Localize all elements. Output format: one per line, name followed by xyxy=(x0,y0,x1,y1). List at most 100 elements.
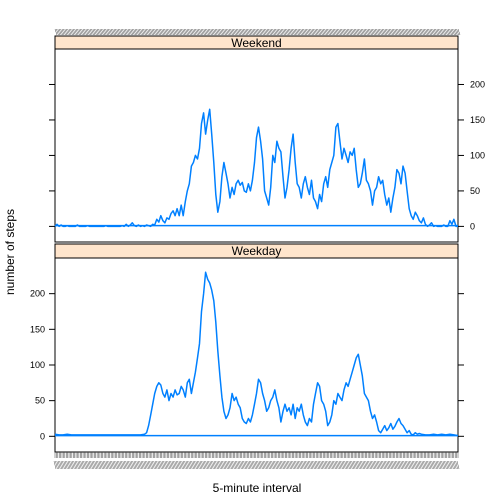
x-tick-label-glyph xyxy=(230,460,234,470)
x-tick-label-glyph xyxy=(66,460,69,470)
x-tick-top xyxy=(290,28,294,36)
x-tick-top xyxy=(315,28,319,36)
x-tick-label-glyph xyxy=(434,460,437,470)
x-tick-top xyxy=(102,28,105,36)
x-tick-label-glyph xyxy=(357,460,360,470)
x-tick-label-glyph xyxy=(116,460,120,470)
x-tick-label-glyph xyxy=(191,460,194,470)
x-tick-top xyxy=(147,28,150,36)
x-tick-top xyxy=(417,28,420,36)
x-tick-top xyxy=(241,28,244,36)
x-tick-top xyxy=(205,28,208,36)
x-tick-top xyxy=(101,28,104,36)
x-tick-top xyxy=(366,28,369,36)
x-tick-label-glyph xyxy=(188,460,192,470)
x-tick-top xyxy=(338,28,341,36)
x-tick-top xyxy=(189,28,193,36)
x-tick-label-glyph xyxy=(180,460,183,470)
x-tick-label-glyph xyxy=(174,460,178,470)
x-tick-label-glyph xyxy=(361,460,364,470)
x-tick-top xyxy=(362,28,365,36)
x-tick-top xyxy=(273,28,277,36)
x-tick-label-glyph xyxy=(135,460,138,470)
y-tick-label-weekday: 50 xyxy=(35,396,45,406)
x-tick-top xyxy=(287,28,291,36)
x-tick-label-glyph xyxy=(195,460,199,470)
x-tick-top xyxy=(261,28,264,36)
x-tick-label-glyph xyxy=(362,460,366,470)
x-tick-top xyxy=(162,28,166,36)
x-tick-top xyxy=(318,28,322,36)
x-tick-top xyxy=(200,28,204,36)
x-tick-label-glyph xyxy=(130,460,134,470)
x-tick-label-glyph xyxy=(178,460,182,470)
x-tick-label-glyph xyxy=(175,460,179,470)
x-tick-top xyxy=(272,28,275,36)
x-tick-label-glyph xyxy=(222,460,225,470)
x-tick-top xyxy=(176,28,180,36)
x-tick-label-glyph xyxy=(209,460,213,470)
x-tick-top xyxy=(386,28,389,36)
x-tick-label-glyph xyxy=(136,460,140,470)
x-tick-top xyxy=(348,28,351,36)
x-tick-label-glyph xyxy=(53,460,57,470)
x-tick-label-glyph xyxy=(341,460,345,470)
x-tick-label-glyph xyxy=(448,460,451,470)
x-tick-label-glyph xyxy=(376,460,380,470)
x-tick-top xyxy=(133,28,136,36)
x-tick-label-glyph xyxy=(442,460,446,470)
x-tick-label-glyph xyxy=(104,460,107,470)
x-tick-top xyxy=(321,28,325,36)
x-tick-top xyxy=(84,28,87,36)
x-tick-label-glyph xyxy=(237,460,241,470)
x-tick-top xyxy=(167,28,170,36)
x-tick-top xyxy=(157,28,160,36)
x-tick-top xyxy=(410,28,413,36)
x-tick-top xyxy=(81,28,84,36)
x-tick-top xyxy=(127,28,131,36)
x-tick-label-glyph xyxy=(102,460,106,470)
x-tick-label-glyph xyxy=(394,460,398,470)
x-tick-label-glyph xyxy=(334,460,338,470)
x-tick-top xyxy=(300,28,303,36)
x-tick-label-glyph xyxy=(380,460,384,470)
x-tick-top xyxy=(175,28,178,36)
x-tick-label-glyph xyxy=(445,460,449,470)
x-tick-top xyxy=(422,28,426,36)
panel-weekday: Weekday 0 50 100 150 200 xyxy=(30,243,464,453)
x-tick-top xyxy=(80,28,83,36)
x-tick-top xyxy=(247,28,250,36)
x-tick-top xyxy=(388,28,392,36)
x-tick-label-glyph xyxy=(403,460,406,470)
x-tick-label-glyph xyxy=(423,460,426,470)
x-tick-top xyxy=(242,28,246,36)
x-tick-top xyxy=(360,28,364,36)
x-tick-label-glyph xyxy=(125,460,128,470)
x-tick-top xyxy=(223,28,226,36)
x-tick-label-glyph xyxy=(337,460,340,470)
x-tick-top xyxy=(342,28,346,36)
x-tick-top xyxy=(172,28,176,36)
x-tick-top xyxy=(155,28,159,36)
x-tick-top xyxy=(254,28,257,36)
x-tick-top xyxy=(398,28,402,36)
x-tick-top xyxy=(407,28,410,36)
x-tick-label-glyph xyxy=(350,460,353,470)
x-tick-label-glyph xyxy=(246,460,249,470)
x-tick-label-glyph xyxy=(208,460,211,470)
x-tick-top xyxy=(202,28,205,36)
x-tick-label-glyph xyxy=(364,460,367,470)
x-tick-top xyxy=(400,28,403,36)
x-tick-top xyxy=(220,28,223,36)
x-tick-top xyxy=(63,28,66,36)
x-tick-label-glyph xyxy=(441,460,444,470)
x-tick-top xyxy=(280,28,284,36)
x-tick-top xyxy=(207,28,211,36)
x-tick-label-glyph xyxy=(118,460,121,470)
x-tick-label-glyph xyxy=(270,460,273,470)
x-tick-label-glyph xyxy=(63,460,67,470)
x-tick-label-glyph xyxy=(404,460,408,470)
x-tick-label-glyph xyxy=(260,460,263,470)
x-tick-top xyxy=(188,28,191,36)
